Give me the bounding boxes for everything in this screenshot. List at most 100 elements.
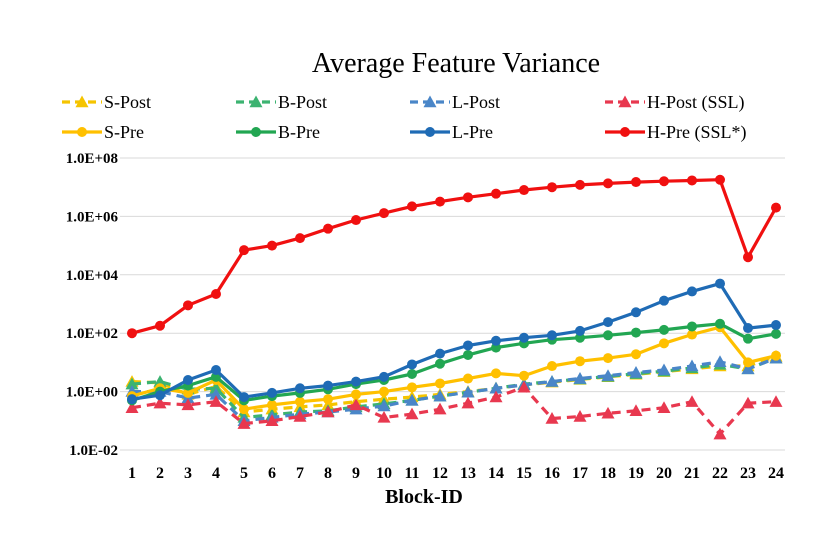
data-point	[771, 328, 781, 339]
x-axis-label: Block-ID	[385, 486, 463, 508]
data-point	[239, 404, 249, 415]
data-point	[463, 340, 473, 351]
legend-label: H-Post (SSL)	[647, 92, 745, 113]
x-tick-label: 9	[352, 465, 360, 482]
legend-item: L-Post	[410, 92, 500, 112]
legend-swatch-marker	[249, 95, 263, 108]
data-point	[153, 375, 167, 387]
data-point	[461, 385, 475, 398]
legend-item: S-Post	[62, 92, 151, 112]
legend-swatch-marker	[77, 127, 87, 137]
x-tick-label: 2	[156, 465, 164, 482]
data-point	[463, 373, 473, 384]
data-point	[631, 307, 641, 318]
data-point	[657, 401, 671, 413]
legend-item: B-Pre	[236, 122, 320, 142]
data-point	[491, 335, 501, 346]
data-point	[209, 395, 223, 407]
data-point	[603, 353, 613, 364]
data-point	[435, 196, 445, 207]
data-point	[769, 395, 783, 407]
data-point	[519, 332, 529, 343]
data-point	[379, 386, 389, 397]
data-point	[491, 188, 501, 199]
data-point	[407, 201, 417, 212]
legend-label: S-Post	[104, 92, 151, 112]
data-point	[127, 394, 137, 405]
data-point	[659, 295, 669, 306]
data-point	[547, 182, 557, 193]
series-s-pre	[127, 322, 781, 415]
data-point	[407, 359, 417, 370]
x-tick-label: 8	[324, 465, 332, 482]
data-point	[323, 223, 333, 234]
data-point	[435, 378, 445, 389]
series-line	[131, 178, 778, 335]
data-point	[741, 396, 755, 409]
data-point	[657, 363, 671, 376]
legend-item: L-Pre	[410, 122, 493, 142]
data-point	[125, 401, 139, 413]
data-point	[491, 342, 501, 353]
y-tick-label: 1.0E-02	[69, 443, 118, 459]
data-point	[743, 357, 753, 368]
data-point	[211, 364, 221, 375]
x-tick-label: 12	[432, 465, 448, 482]
data-point	[267, 240, 277, 251]
data-point	[265, 414, 279, 426]
data-point	[321, 398, 335, 411]
data-point	[435, 358, 445, 369]
data-point	[659, 338, 669, 349]
data-point	[405, 393, 419, 406]
data-point	[351, 376, 361, 387]
data-point	[659, 176, 669, 187]
legend: S-Post B-Post L-Post H-Post (SSL) S-Pre B-Pre…	[62, 92, 747, 143]
x-tick-label: 5	[240, 465, 248, 482]
legend-swatch-marker	[620, 127, 630, 137]
x-tick-label: 4	[212, 465, 220, 482]
y-tick-label: 1.0E+00	[66, 385, 118, 401]
data-point	[629, 404, 643, 417]
legend-label: S-Pre	[104, 122, 144, 142]
data-point	[659, 324, 669, 335]
data-point	[155, 320, 165, 331]
data-point	[351, 215, 361, 226]
data-point	[601, 369, 615, 381]
x-tick-label: 16	[544, 465, 560, 482]
data-point	[743, 252, 753, 263]
x-tick-label: 17	[572, 465, 588, 482]
x-tick-label: 3	[184, 465, 192, 482]
data-point	[433, 402, 447, 415]
y-tick-label: 1.0E+08	[66, 151, 118, 167]
data-point	[715, 174, 725, 185]
legend-item: B-Post	[236, 92, 327, 112]
data-point	[435, 348, 445, 359]
data-point	[575, 356, 585, 367]
data-point	[713, 427, 727, 440]
data-point	[379, 208, 389, 219]
data-point	[153, 396, 167, 409]
x-tick-label: 19	[628, 465, 644, 482]
x-tick-label: 6	[268, 465, 276, 482]
data-point	[519, 370, 529, 381]
data-point	[547, 361, 557, 372]
data-point	[239, 245, 249, 256]
data-point	[715, 278, 725, 289]
series-h-post-ssl	[125, 380, 783, 440]
data-point	[181, 398, 195, 411]
data-point	[323, 394, 333, 405]
data-point	[771, 320, 781, 331]
x-tick-label: 11	[404, 465, 419, 482]
legend-swatch-marker	[251, 127, 261, 137]
x-tick-label: 1	[128, 465, 136, 482]
data-point	[209, 381, 223, 394]
data-point	[517, 380, 531, 393]
data-point	[603, 317, 613, 328]
data-point	[631, 177, 641, 188]
data-point	[295, 233, 305, 244]
x-tick-label: 22	[712, 465, 728, 482]
x-tick-label: 14	[488, 465, 504, 482]
series-line	[131, 322, 777, 402]
data-point	[603, 330, 613, 341]
